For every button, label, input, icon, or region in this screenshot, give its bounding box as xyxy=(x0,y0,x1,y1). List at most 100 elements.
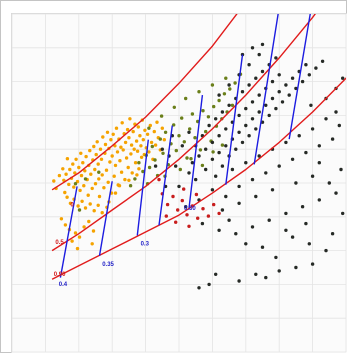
scatter-point xyxy=(196,216,200,220)
boundary-curve xyxy=(51,14,316,252)
scatter-point xyxy=(180,144,184,148)
scatter-point xyxy=(82,184,86,188)
scatter-point xyxy=(94,152,98,157)
scatter-point xyxy=(334,110,338,114)
scatter-point xyxy=(100,173,104,177)
tie-line-label: 0.3 xyxy=(141,242,150,248)
scatter-point xyxy=(264,103,268,108)
scatter-point xyxy=(277,73,281,77)
scatter-point xyxy=(111,132,115,136)
scatter-point xyxy=(83,177,88,181)
scatter-point xyxy=(178,167,182,172)
scatter-point xyxy=(207,123,211,128)
scatter-point xyxy=(177,184,181,189)
scatter-point xyxy=(126,165,130,170)
scatter-point xyxy=(206,214,211,218)
scatter-point xyxy=(155,120,159,124)
scatter-point xyxy=(264,171,268,175)
scatter-point xyxy=(147,126,151,130)
tie-line xyxy=(188,95,204,209)
scatter-point xyxy=(237,113,241,118)
scatter-point xyxy=(304,150,308,155)
scatter-point xyxy=(118,159,122,163)
scatter-point xyxy=(227,103,231,108)
scatter-point xyxy=(294,86,298,91)
scatter-point xyxy=(61,167,65,171)
scatter-point xyxy=(254,194,258,199)
scatter-point xyxy=(153,143,158,147)
scatter-point xyxy=(244,161,248,165)
scatter-point xyxy=(290,157,295,161)
scatter-point xyxy=(250,100,255,104)
scatter-point xyxy=(119,170,124,174)
scatter-point xyxy=(99,157,104,161)
scatter-point xyxy=(240,140,245,145)
scatter-point xyxy=(71,162,75,166)
scatter-point xyxy=(180,198,184,203)
scatter-point xyxy=(119,145,123,149)
scatter-point xyxy=(73,231,78,235)
scatter-point xyxy=(88,148,92,153)
scatter-point xyxy=(133,177,137,181)
tie-line-label: 0.90 xyxy=(54,272,66,278)
scatter-point xyxy=(270,96,275,101)
scatter-point xyxy=(200,221,205,226)
scatter-point xyxy=(277,269,281,273)
scatter-point xyxy=(224,194,228,199)
scatter-point xyxy=(309,103,313,108)
tie-line xyxy=(288,14,311,140)
scatter-point xyxy=(104,168,109,172)
scatter-point xyxy=(63,190,67,195)
scatter-point xyxy=(270,188,275,192)
scatter-point xyxy=(82,225,86,229)
scatter-point xyxy=(220,110,225,114)
scatter-point xyxy=(68,201,73,205)
scatter-point xyxy=(141,138,145,142)
scatter-point xyxy=(120,121,124,125)
scatter-point xyxy=(137,167,141,171)
scatter-point xyxy=(123,140,128,145)
scatter-point xyxy=(100,211,104,215)
scatter-point xyxy=(188,127,192,131)
scatter-point xyxy=(125,127,130,132)
scatter-point xyxy=(212,104,216,109)
scatter-point xyxy=(274,255,278,260)
scatter-point xyxy=(164,214,168,218)
scatter-point xyxy=(300,205,305,209)
scatter-point xyxy=(304,221,308,226)
scatter-point xyxy=(214,272,218,276)
scatter-point xyxy=(152,129,156,134)
scatter-point xyxy=(96,203,100,207)
scatter-point xyxy=(97,177,101,181)
scatter-point xyxy=(300,79,305,84)
scatter-point xyxy=(260,42,265,47)
scatter-point xyxy=(185,213,189,217)
scatter-point xyxy=(163,130,168,134)
scatter-point xyxy=(210,140,215,145)
boundary-curve xyxy=(51,14,238,191)
scatter-point xyxy=(254,76,258,80)
scatter-point xyxy=(77,208,82,212)
scatter-point xyxy=(324,248,328,253)
scatter-point xyxy=(257,110,261,114)
tie-line-label: 0.30 xyxy=(184,206,196,212)
scatter-point xyxy=(129,152,133,156)
scatter-point xyxy=(158,137,162,141)
scatter-point xyxy=(187,171,191,175)
scatter-point xyxy=(247,63,251,67)
scatter-point xyxy=(93,182,98,186)
scatter-point xyxy=(59,217,64,221)
scatter-point xyxy=(198,148,203,152)
scatter-point xyxy=(77,235,82,239)
scatter-point xyxy=(317,144,321,148)
tie-line xyxy=(253,14,279,165)
scatter-point xyxy=(220,208,225,212)
scatter-point xyxy=(247,83,251,87)
scatter-point xyxy=(64,172,68,176)
scatter-point xyxy=(70,239,74,243)
scatter-point xyxy=(159,114,164,118)
scatter-point xyxy=(217,134,221,138)
scatter-point xyxy=(177,134,181,138)
scatter-point xyxy=(73,182,78,186)
tie-line-label: 0.4 xyxy=(59,282,68,288)
